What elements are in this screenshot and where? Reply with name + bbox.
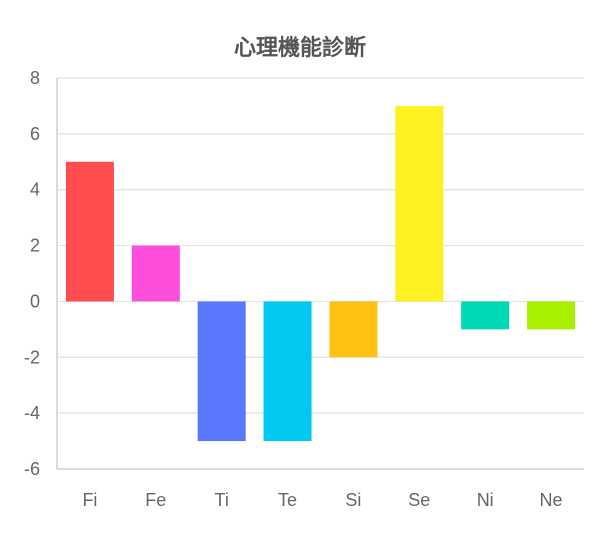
x-tick-label: Ti [215,490,229,510]
x-tick-label: Te [278,490,297,510]
x-tick-label: Ne [540,490,563,510]
x-tick-label: Ni [477,490,494,510]
y-tick-label: 6 [30,124,40,144]
y-axis-ticks: 8 6 4 2 0 -2 -4 -6 [24,68,40,479]
bar-fe [131,245,180,302]
bar-si [329,301,378,358]
x-tick-label: Si [345,490,361,510]
bar-se [395,105,444,302]
y-tick-label: 4 [30,180,40,200]
x-tick-label: Fi [82,490,97,510]
x-tick-label: Fe [145,490,166,510]
y-tick-label: -2 [24,347,40,367]
y-tick-label: 8 [30,68,40,88]
x-tick-label: Se [408,490,430,510]
bar-te [263,301,312,442]
chart-title: 心理機能診断 [233,36,366,61]
y-tick-label: -4 [24,403,40,423]
bar-fi [65,161,114,302]
x-axis-ticks: Fi Fe Ti Te Si Se Ni Ne [82,490,562,510]
y-tick-label: 0 [30,291,40,311]
y-tick-label: -6 [24,459,40,479]
bar-ti [197,301,246,442]
axes [56,78,584,470]
bar-ni [461,301,510,330]
bars [65,105,576,442]
bar-ne [527,301,576,330]
y-tick-label: 2 [30,236,40,256]
